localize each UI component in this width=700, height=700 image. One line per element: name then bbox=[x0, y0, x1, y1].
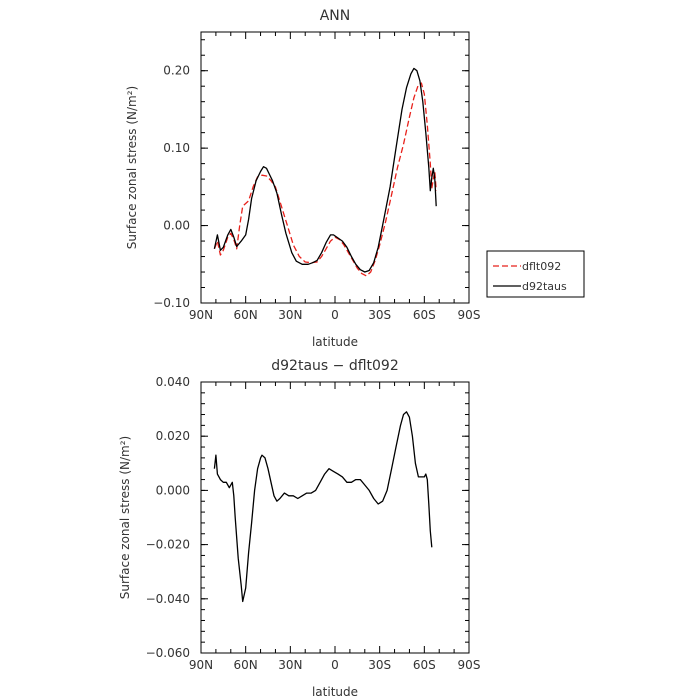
diff-chart-title: d92taus − dflt092 bbox=[271, 358, 398, 374]
top-x-tick-label: 0 bbox=[331, 308, 339, 322]
diff-y-tick-label: −0.020 bbox=[146, 538, 190, 552]
legend-label-dflt092: dflt092 bbox=[522, 260, 561, 273]
top-x-tick-label: 90S bbox=[458, 308, 481, 322]
diff-x-tick-label: 30N bbox=[278, 658, 302, 672]
top-x-tick-label: 60S bbox=[413, 308, 436, 322]
top-series-line-dflt092 bbox=[213, 82, 437, 277]
diff-y-tick-label: −0.060 bbox=[146, 646, 190, 660]
diff-x-tick-label: 60N bbox=[234, 658, 258, 672]
top-series-line-d92taus bbox=[213, 67, 437, 273]
top-y-tick-label: 0.20 bbox=[163, 64, 190, 78]
top-x-tick-label: 90N bbox=[189, 308, 213, 322]
legend-label-d92taus: d92taus bbox=[522, 280, 567, 293]
top-y-tick-label: −0.10 bbox=[153, 296, 190, 310]
top-x-tick-label: 60N bbox=[234, 308, 258, 322]
diff-x-axis-label: latitude bbox=[312, 685, 358, 699]
top-x-tick-label: 30S bbox=[368, 308, 391, 322]
diff-x-tick-label: 90S bbox=[458, 658, 481, 672]
top-chart-title: ANN bbox=[320, 8, 351, 24]
diff-x-tick-label: 0 bbox=[331, 658, 339, 672]
top-chart: ANN 90N 60N 30N 0 30S 60S 90S −0.10 0.00 0.10 0.20 l… bbox=[125, 8, 585, 349]
top-y-axis-label: Surface zonal stress (N/m²) bbox=[125, 86, 139, 250]
diff-x-tick-label: 60S bbox=[413, 658, 436, 672]
top-y-tick-label: 0.10 bbox=[163, 141, 190, 155]
top-x-axis-label: latitude bbox=[312, 335, 358, 349]
diff-series-line-diff bbox=[213, 411, 433, 603]
diff-y-axis-label: Surface zonal stress (N/m²) bbox=[118, 436, 132, 600]
diff-x-tick-label: 30S bbox=[368, 658, 391, 672]
top-y-tick-label: 0.00 bbox=[163, 219, 190, 233]
difference-chart: d92taus − dflt092 90N 60N 30N 0 30S 60S 90S −0.0… bbox=[118, 358, 480, 699]
diff-plot-frame bbox=[200, 381, 470, 654]
legend-box bbox=[486, 250, 585, 298]
top-x-tick-label: 30N bbox=[278, 308, 302, 322]
diff-y-tick-label: −0.040 bbox=[146, 592, 190, 606]
diff-x-tick-label: 90N bbox=[189, 658, 213, 672]
diff-y-tick-label: 0.000 bbox=[156, 483, 190, 497]
diff-y-tick-label: 0.040 bbox=[156, 375, 190, 389]
diff-y-tick-label: 0.020 bbox=[156, 429, 190, 443]
